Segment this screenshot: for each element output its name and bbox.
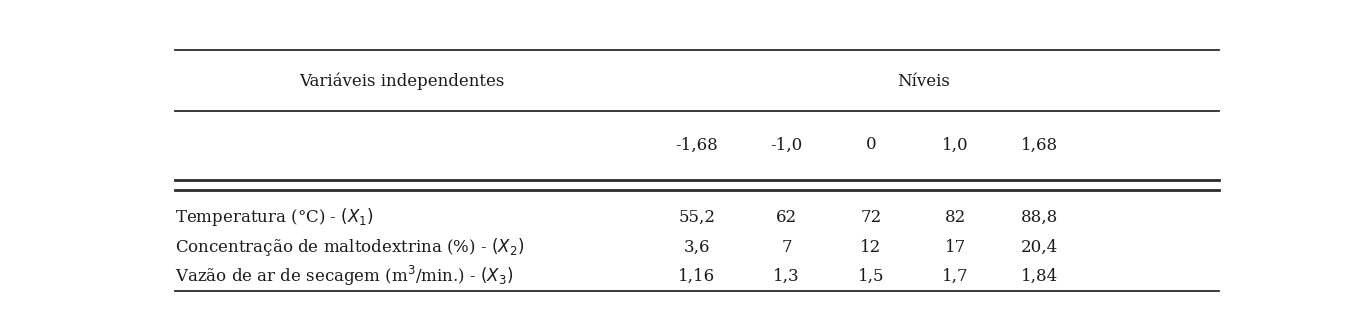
Text: 62: 62: [777, 209, 797, 226]
Text: 0: 0: [865, 136, 876, 153]
Text: Níveis: Níveis: [898, 73, 951, 90]
Text: 88,8: 88,8: [1021, 209, 1058, 226]
Text: 7: 7: [781, 239, 792, 256]
Text: Temperatura (°C) - $(X_1)$: Temperatura (°C) - $(X_1)$: [175, 206, 374, 228]
Text: 1,3: 1,3: [774, 267, 800, 284]
Text: -1,0: -1,0: [771, 136, 802, 153]
Text: 55,2: 55,2: [679, 209, 715, 226]
Text: Vazão de ar de secagem (m$^3$/min.) - $(X_3)$: Vazão de ar de secagem (m$^3$/min.) - $(…: [175, 264, 514, 288]
Text: Variáveis independentes: Variáveis independentes: [299, 73, 505, 90]
Text: 12: 12: [861, 239, 881, 256]
Text: 20,4: 20,4: [1021, 239, 1058, 256]
Text: 72: 72: [861, 209, 881, 226]
Text: Concentração de maltodextrina (%) - $(X_2)$: Concentração de maltodextrina (%) - $(X_…: [175, 236, 525, 258]
Text: 3,6: 3,6: [684, 239, 710, 256]
Text: -1,68: -1,68: [676, 136, 718, 153]
Text: 1,5: 1,5: [858, 267, 884, 284]
Text: 1,7: 1,7: [942, 267, 968, 284]
Text: 1,68: 1,68: [1021, 136, 1058, 153]
Text: 1,16: 1,16: [679, 267, 715, 284]
Text: 17: 17: [945, 239, 966, 256]
Text: 82: 82: [945, 209, 966, 226]
Text: 1,84: 1,84: [1021, 267, 1058, 284]
Text: 1,0: 1,0: [942, 136, 968, 153]
